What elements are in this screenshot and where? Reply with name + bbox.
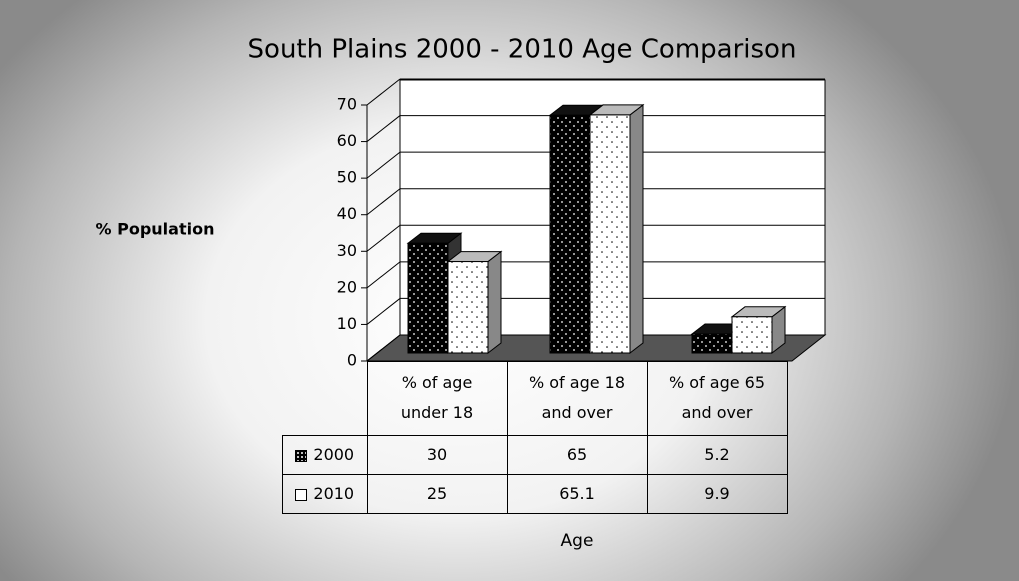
grid-line — [366, 224, 401, 252]
legend-label: 2010 — [313, 484, 355, 503]
bar — [407, 242, 449, 354]
y-tick-label: 60 — [337, 131, 357, 150]
table-value: 5.2 — [646, 434, 788, 475]
y-axis-label: % Population — [96, 220, 215, 239]
table-category: % of age 18 and over — [506, 361, 648, 436]
table-value: 25 — [366, 473, 508, 514]
bar — [447, 261, 489, 354]
legend-key — [295, 449, 308, 462]
table-value: 30 — [366, 434, 508, 475]
bar — [691, 333, 733, 354]
bar-side — [487, 250, 502, 355]
table-category: % of age 65 and over — [646, 361, 788, 436]
bar-side — [629, 103, 644, 355]
grid-line — [366, 188, 401, 216]
y-tick-label: 20 — [337, 277, 357, 296]
table-value: 65 — [506, 434, 648, 475]
chart-title: South Plains 2000 - 2010 Age Comparison — [248, 35, 797, 65]
bar — [549, 114, 591, 354]
y-tick-label: 0 — [347, 351, 357, 370]
data-table: % of age under 18% of age 18 and over% o… — [282, 361, 788, 514]
bar — [589, 114, 631, 354]
y-tick-label: 30 — [337, 241, 357, 260]
legend-entry: 2010 — [282, 473, 368, 514]
grid-line — [366, 78, 401, 106]
table-category: % of age under 18 — [366, 361, 508, 436]
y-tick-label: 10 — [337, 314, 357, 333]
table-value: 9.9 — [646, 473, 788, 514]
grid-line — [366, 261, 401, 289]
grid-line — [366, 151, 401, 179]
bar — [731, 316, 773, 354]
y-tick-label: 50 — [337, 168, 357, 187]
table-row: 2000 30 65 5.2 — [282, 434, 788, 475]
legend-label: 2000 — [313, 445, 355, 464]
y-tick-label: 70 — [337, 95, 357, 114]
x-axis-label: Age — [561, 531, 594, 551]
grid-line — [366, 334, 401, 362]
table-value: 65.1 — [506, 473, 648, 514]
table-row: 2010 25 65.1 9.9 — [282, 473, 788, 514]
grid-line — [366, 115, 401, 142]
y-tick-label: 40 — [337, 204, 357, 223]
legend-key — [295, 488, 308, 501]
legend-entry: 2000 — [282, 434, 368, 475]
grid-line — [366, 298, 401, 325]
